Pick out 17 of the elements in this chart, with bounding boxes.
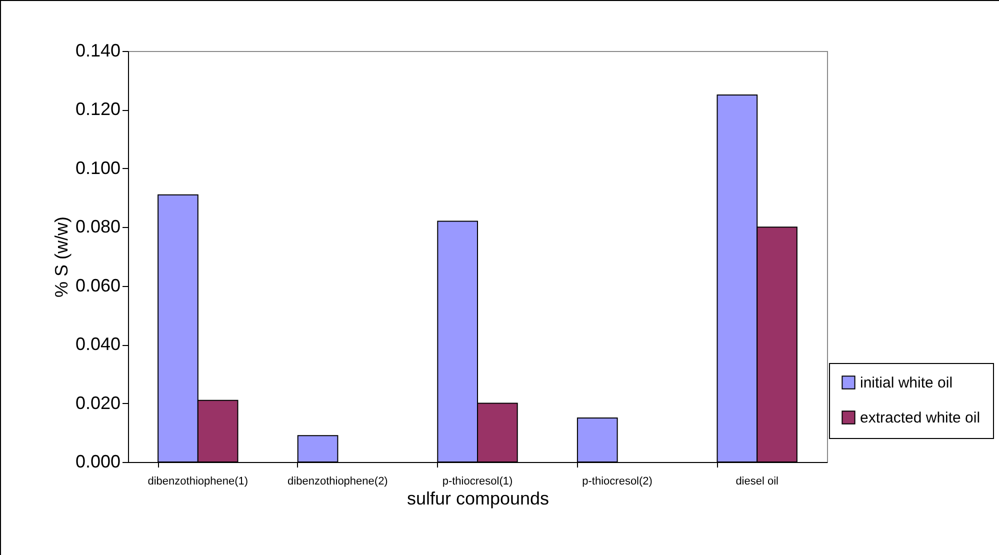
x-tick-label: p-thiocresol(2) (582, 476, 652, 488)
y-tick-label: 0.120 (75, 99, 120, 120)
y-tick-label: 0.000 (75, 452, 120, 472)
x-tick-label: p-thiocresol(1) (442, 476, 513, 488)
y-axis-title: % S (w/w) (51, 216, 72, 298)
y-tick-label: 0.020 (75, 392, 120, 413)
legend-label: initial white oil (860, 374, 953, 392)
x-tick-label: dibenzothiophene(2) (288, 476, 388, 488)
y-tick-label: 0.040 (75, 334, 120, 354)
x-tick-label: dibenzothiophene(1) (148, 476, 248, 488)
x-axis-title: sulfur compounds (406, 488, 550, 508)
legend-label: extracted white oil (860, 410, 980, 426)
y-tick-label: 0.080 (75, 216, 120, 237)
x-tick-label: diesel oil (736, 476, 779, 488)
y-tick-label: 0.100 (75, 158, 120, 178)
y-tick-label: 0.140 (75, 40, 120, 60)
y-tick-label: 0.060 (75, 275, 120, 296)
